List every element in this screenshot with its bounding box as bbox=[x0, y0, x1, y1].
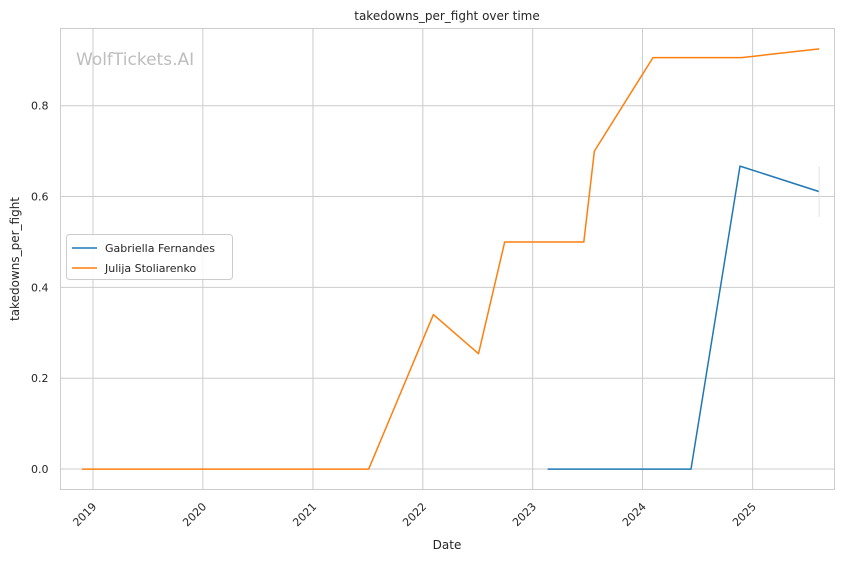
series-line-julija-stoliarenko bbox=[81, 48, 820, 470]
series-line-gabriella-fernandes bbox=[547, 165, 820, 470]
legend-label-gabriella-fernandes: Gabriella Fernandes bbox=[105, 242, 215, 255]
y-tick-label: 0.0 bbox=[31, 463, 49, 476]
y-tick-label: 0.8 bbox=[31, 100, 49, 113]
y-tick-label: 0.2 bbox=[31, 372, 49, 385]
series-layer bbox=[81, 48, 820, 470]
y-tick-labels: 0.0 0.2 0.4 0.6 0.8 bbox=[31, 100, 49, 476]
x-axis-title: Date bbox=[433, 538, 462, 552]
watermark: WolfTickets.AI bbox=[76, 50, 194, 70]
y-tick-label: 0.4 bbox=[31, 281, 49, 294]
legend: Gabriella Fernandes Julija Stoliarenko bbox=[66, 234, 233, 280]
y-axis-title: takedowns_per_fight bbox=[8, 197, 22, 321]
plot-area-frame bbox=[60, 28, 835, 490]
legend-box bbox=[66, 234, 233, 280]
chart-title: takedowns_per_fight over time bbox=[354, 9, 540, 23]
legend-label-julija-stoliarenko: Julija Stoliarenko bbox=[104, 262, 196, 275]
y-tick-label: 0.6 bbox=[31, 191, 49, 204]
